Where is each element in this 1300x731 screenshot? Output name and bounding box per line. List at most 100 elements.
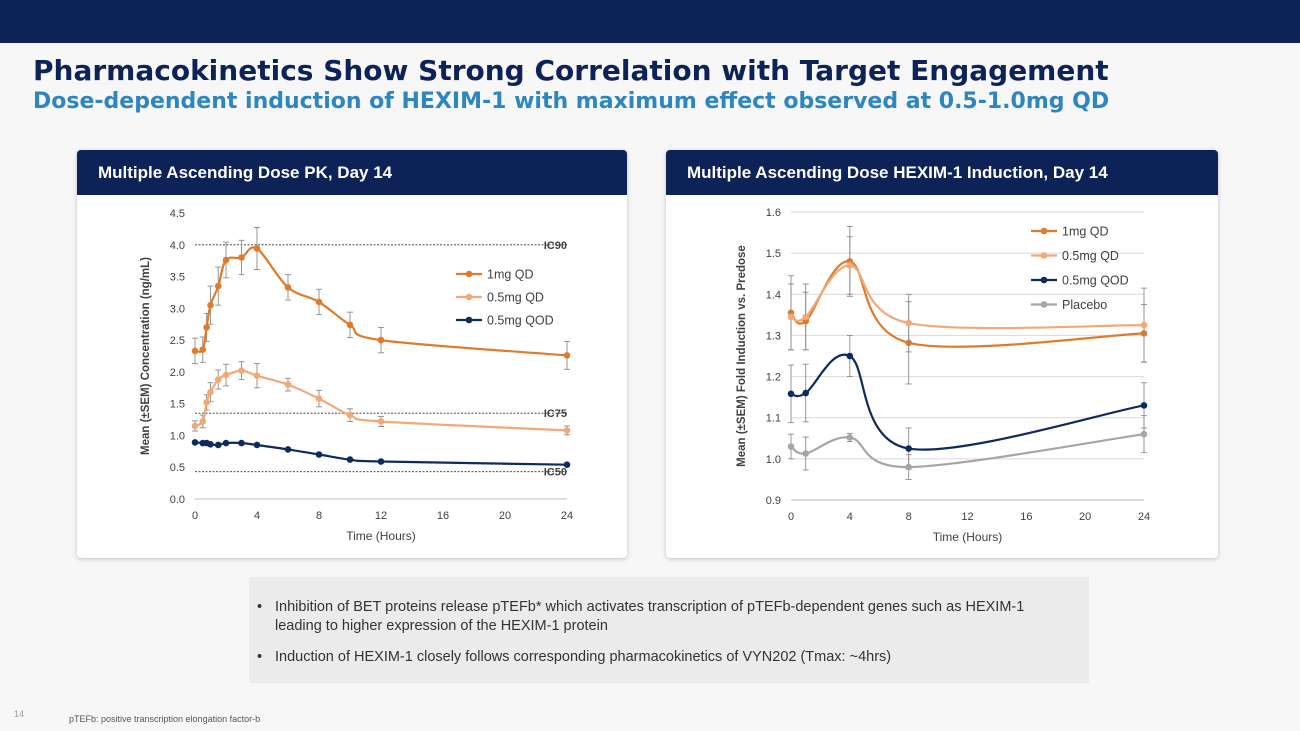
legend-swatch-marker xyxy=(1040,301,1048,308)
data-point xyxy=(787,313,795,321)
x-tick-label: 8 xyxy=(316,510,322,522)
x-tick-label: 0 xyxy=(788,511,794,523)
data-point xyxy=(346,321,354,329)
x-tick-label: 12 xyxy=(961,511,973,523)
y-axis-title: Mean (±SEM) Fold Induction vs. Predose xyxy=(736,245,748,467)
data-point xyxy=(284,381,292,388)
data-point xyxy=(802,389,810,397)
x-tick-label: 24 xyxy=(561,510,573,522)
data-point xyxy=(191,422,199,430)
page-title: Pharmacokinetics Show Strong Correlation… xyxy=(33,54,1109,87)
legend-label: 1mg QD xyxy=(1062,225,1109,239)
data-point xyxy=(222,371,230,379)
data-point xyxy=(207,388,214,396)
y-tick-label: 4.5 xyxy=(170,208,185,220)
key-point-2: • Induction of HEXIM-1 closely follows c… xyxy=(257,648,1057,667)
data-point xyxy=(846,352,854,360)
hexim-chart-title: Multiple Ascending Dose HEXIM-1 Inductio… xyxy=(666,150,1218,195)
y-tick-label: 1.0 xyxy=(170,430,185,442)
x-axis-title: Time (Hours) xyxy=(933,530,1003,544)
y-tick-label: 1.4 xyxy=(766,289,781,301)
reference-line-label: IC50 xyxy=(544,467,567,479)
data-point xyxy=(1140,321,1148,329)
y-tick-label: 1.5 xyxy=(766,248,781,260)
data-point xyxy=(214,441,222,449)
legend-swatch-marker xyxy=(465,293,473,301)
data-point xyxy=(905,319,912,327)
data-point xyxy=(377,418,385,425)
y-tick-label: 1.3 xyxy=(766,330,781,342)
data-point xyxy=(787,390,795,398)
data-point xyxy=(253,245,261,252)
data-point xyxy=(802,313,810,321)
legend-swatch-marker xyxy=(1040,252,1048,259)
y-tick-label: 0.5 xyxy=(170,462,185,474)
data-point xyxy=(207,441,214,448)
data-point xyxy=(905,445,912,452)
data-point xyxy=(191,439,199,446)
top-banner xyxy=(0,0,1300,43)
data-point xyxy=(315,451,323,458)
data-point xyxy=(253,372,261,380)
data-point xyxy=(787,443,795,450)
data-point xyxy=(377,458,385,465)
legend-swatch-marker xyxy=(465,270,473,278)
data-point xyxy=(222,256,230,264)
footnote: pTEFb: positive transcription elongation… xyxy=(69,714,261,724)
data-point xyxy=(346,456,354,463)
y-axis-title: Mean (±SEM) Concentration (ng/mL) xyxy=(140,257,152,455)
legend-swatch-marker xyxy=(1040,276,1048,284)
y-tick-label: 1.5 xyxy=(170,399,185,411)
x-tick-label: 8 xyxy=(906,511,912,523)
data-point xyxy=(563,427,571,434)
y-tick-label: 3.0 xyxy=(170,303,185,315)
reference-line-label: IC75 xyxy=(544,408,567,420)
data-point xyxy=(199,346,207,353)
data-point xyxy=(222,439,230,447)
data-point xyxy=(802,450,810,457)
bullet-marker: • xyxy=(257,649,263,665)
legend-label: Placebo xyxy=(1062,298,1107,312)
y-tick-label: 2.5 xyxy=(170,335,185,347)
data-point xyxy=(284,446,292,453)
legend-label: 0.5mg QD xyxy=(1062,249,1119,263)
x-axis-title: Time (Hours) xyxy=(346,529,416,543)
data-point xyxy=(846,434,854,441)
data-point xyxy=(238,367,245,374)
data-point xyxy=(253,441,261,449)
legend-swatch-marker xyxy=(465,316,473,324)
legend-swatch-marker xyxy=(1040,227,1048,235)
x-tick-label: 0 xyxy=(192,510,198,522)
y-tick-label: 2.0 xyxy=(170,367,185,379)
legend-label: 0.5mg QD xyxy=(487,291,544,305)
x-tick-label: 20 xyxy=(1079,511,1091,523)
page-number: 14 xyxy=(14,709,25,719)
page-subtitle: Dose-dependent induction of HEXIM-1 with… xyxy=(33,89,1110,114)
series-line xyxy=(790,353,1145,451)
data-point xyxy=(1140,430,1148,438)
key-point-text: Induction of HEXIM-1 closely follows cor… xyxy=(275,649,892,665)
bullet-marker: • xyxy=(257,599,263,615)
y-tick-label: 1.6 xyxy=(766,207,781,219)
reference-line-label: IC90 xyxy=(544,240,567,252)
key-point-1: • Inhibition of BET proteins release pTE… xyxy=(257,598,1057,636)
data-point xyxy=(905,463,912,471)
key-points-box: • Inhibition of BET proteins release pTE… xyxy=(249,577,1089,683)
y-tick-label: 0.9 xyxy=(766,495,781,507)
series-line xyxy=(790,433,1145,469)
data-point xyxy=(563,461,571,468)
data-point xyxy=(191,347,199,355)
y-tick-label: 1.1 xyxy=(766,413,781,425)
data-point xyxy=(315,395,323,402)
data-point xyxy=(207,301,214,309)
x-tick-label: 16 xyxy=(1020,511,1032,523)
pk-chart-title: Multiple Ascending Dose PK, Day 14 xyxy=(77,150,627,195)
x-tick-label: 4 xyxy=(254,510,260,522)
x-tick-label: 12 xyxy=(375,510,387,522)
hexim-chart-card: Multiple Ascending Dose HEXIM-1 Inductio… xyxy=(666,150,1218,558)
data-point xyxy=(214,282,222,290)
data-point xyxy=(846,262,854,269)
legend-label: 0.5mg QOD xyxy=(487,314,554,328)
data-point xyxy=(203,324,210,331)
data-point xyxy=(1140,402,1148,409)
